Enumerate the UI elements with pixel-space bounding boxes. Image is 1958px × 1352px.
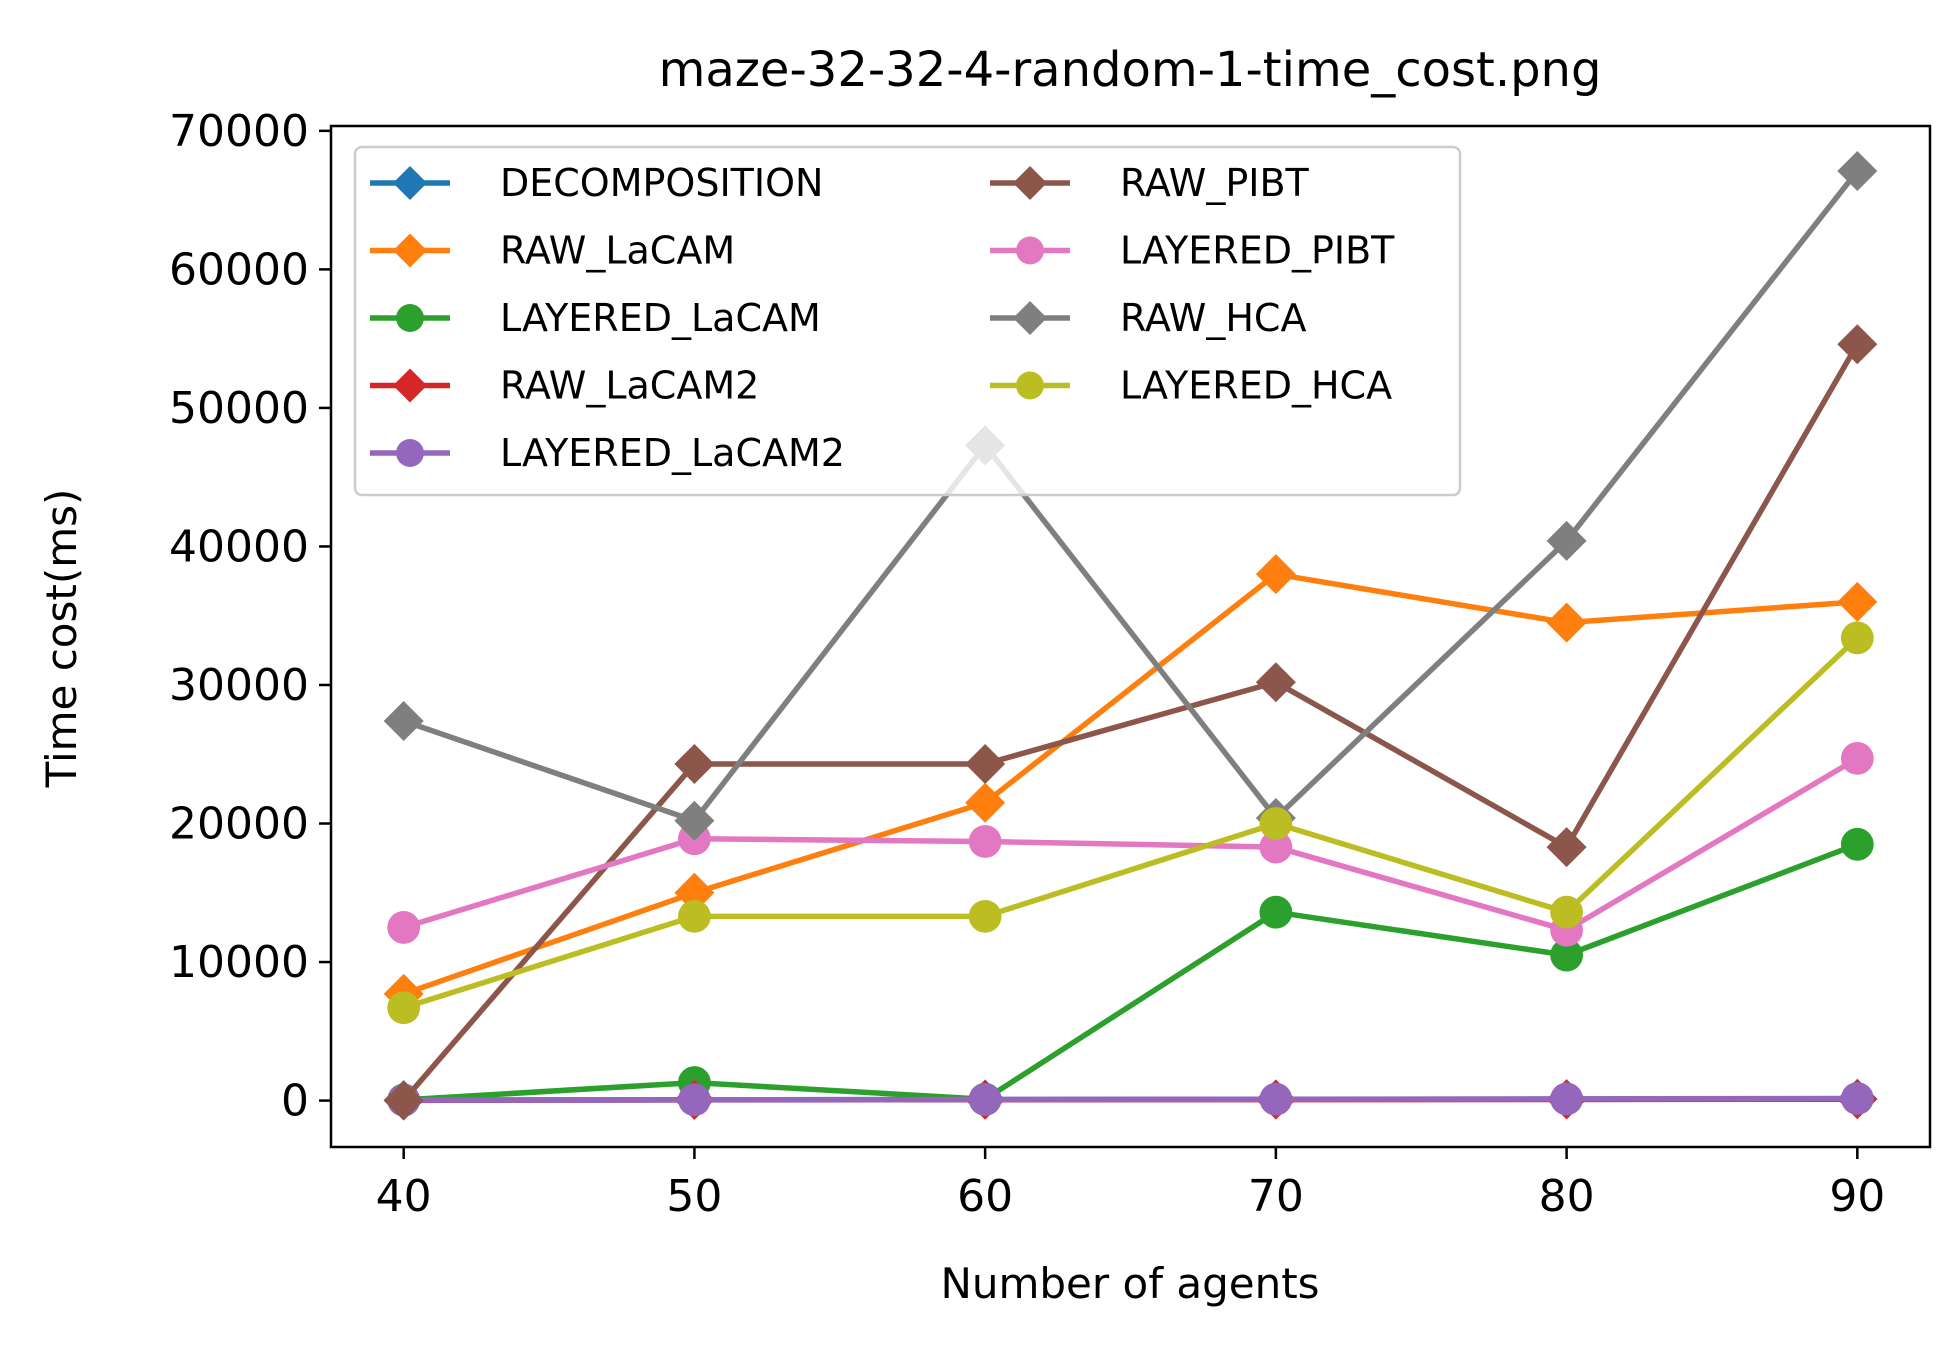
series-line — [403, 841, 1859, 1103]
series-line — [402, 169, 1860, 824]
data-point — [965, 782, 1006, 823]
x-tick-label: 50 — [666, 1171, 722, 1222]
data-point — [968, 1083, 1002, 1116]
data-point — [678, 1083, 711, 1117]
x-tick-label: 60 — [957, 1171, 1013, 1222]
legend-marker — [393, 166, 427, 200]
x-tick-label: 90 — [1829, 1171, 1885, 1222]
data-point — [965, 743, 1006, 784]
legend-label: LAYERED_PIBT — [1120, 229, 1395, 273]
legend-item: LAYERED_LaCAM2 — [370, 431, 845, 475]
x-tick-label: 70 — [1248, 1171, 1304, 1222]
data-point — [674, 743, 715, 784]
y-tick-label: 70000 — [169, 106, 309, 157]
data-point — [968, 899, 1002, 933]
series-layered-hca — [387, 621, 1874, 1025]
data-point — [1259, 895, 1293, 929]
data-point — [1546, 827, 1587, 868]
legend-marker — [1013, 301, 1047, 335]
data-point — [387, 911, 421, 944]
data-point — [1259, 1082, 1293, 1116]
legend-item: LAYERED_LaCAM — [370, 296, 821, 340]
series-line — [402, 635, 1860, 1011]
chart-title: maze-32-32-4-random-1-time_cost.png — [659, 42, 1602, 98]
y-axis-label: Time cost(ms) — [37, 489, 86, 789]
series-line — [402, 756, 1859, 933]
legend-marker — [393, 368, 427, 403]
legend-item: DECOMPOSITION — [370, 161, 823, 205]
legend-label: RAW_PIBT — [1120, 161, 1310, 205]
legend-label: RAW_LaCAM2 — [500, 364, 759, 408]
y-tick-label: 60000 — [169, 244, 309, 295]
data-point — [1255, 662, 1296, 703]
y-tick-label: 40000 — [169, 521, 309, 572]
legend-label: RAW_HCA — [1120, 296, 1306, 340]
data-point — [1837, 324, 1878, 365]
y-tick-label: 20000 — [169, 799, 309, 850]
series-raw-pibt — [383, 324, 1878, 1121]
legend-marker — [396, 304, 424, 332]
x-tick-label: 40 — [376, 1171, 432, 1222]
data-point — [1259, 807, 1293, 840]
data-point — [387, 991, 421, 1025]
data-point — [1259, 830, 1293, 864]
plot-area — [383, 151, 1878, 1121]
legend-label: LAYERED_LaCAM2 — [500, 431, 845, 475]
legend-item: LAYERED_PIBT — [990, 229, 1395, 273]
legend-item: RAW_HCA — [990, 296, 1306, 340]
legend: DECOMPOSITION RAW_LaCAM LAYERED_LaCAM RAW_L… — [353, 145, 1462, 497]
axis-ticks: 40 50 60 70 80 90 0 10000 20000 30000 40000 50000 60… — [169, 106, 1885, 1222]
plot-frame — [329, 124, 1932, 1149]
legend-marker — [1013, 166, 1047, 200]
legend-item: RAW_LaCAM2 — [370, 364, 759, 408]
data-point — [1546, 520, 1587, 561]
legend-label: LAYERED_HCA — [1120, 364, 1392, 408]
x-tick-label: 80 — [1539, 1171, 1595, 1222]
data-point — [1550, 1082, 1583, 1116]
legend-marker — [393, 233, 427, 268]
series-line — [401, 342, 1860, 1103]
data-point — [1837, 151, 1878, 192]
data-point — [1840, 742, 1874, 775]
data-point — [678, 899, 711, 933]
data-point — [1255, 554, 1296, 595]
legend-label: DECOMPOSITION — [500, 161, 823, 205]
legend-item: RAW_PIBT — [990, 161, 1310, 205]
legend-item: LAYERED_HCA — [990, 364, 1392, 408]
data-point — [1837, 581, 1878, 622]
legend-box — [353, 145, 1462, 497]
series-line — [403, 1095, 1858, 1103]
data-point — [383, 701, 424, 742]
data-point — [674, 800, 715, 841]
legend-label: RAW_LaCAM — [500, 229, 735, 273]
x-axis-label: Number of agents — [940, 1259, 1319, 1308]
legend-marker — [1016, 371, 1044, 400]
y-tick-label: 0 — [281, 1076, 309, 1127]
data-point — [383, 1080, 424, 1121]
series-layered-pibt — [387, 742, 1874, 947]
data-point — [1840, 621, 1874, 655]
data-point — [1550, 938, 1583, 972]
y-tick-label: 50000 — [169, 383, 309, 434]
series-line — [402, 571, 1858, 997]
y-tick-label: 10000 — [169, 937, 309, 988]
data-point — [968, 825, 1002, 858]
data-point — [1550, 895, 1583, 929]
y-tick-label: 30000 — [169, 660, 309, 711]
data-point — [674, 872, 715, 913]
data-point — [1840, 1082, 1874, 1115]
legend-marker — [1016, 236, 1044, 265]
legend-item: RAW_LaCAM — [370, 229, 735, 273]
data-point — [1546, 602, 1587, 643]
data-point — [1840, 827, 1874, 861]
legend-label: LAYERED_LaCAM — [500, 296, 821, 340]
legend-marker — [396, 439, 424, 467]
